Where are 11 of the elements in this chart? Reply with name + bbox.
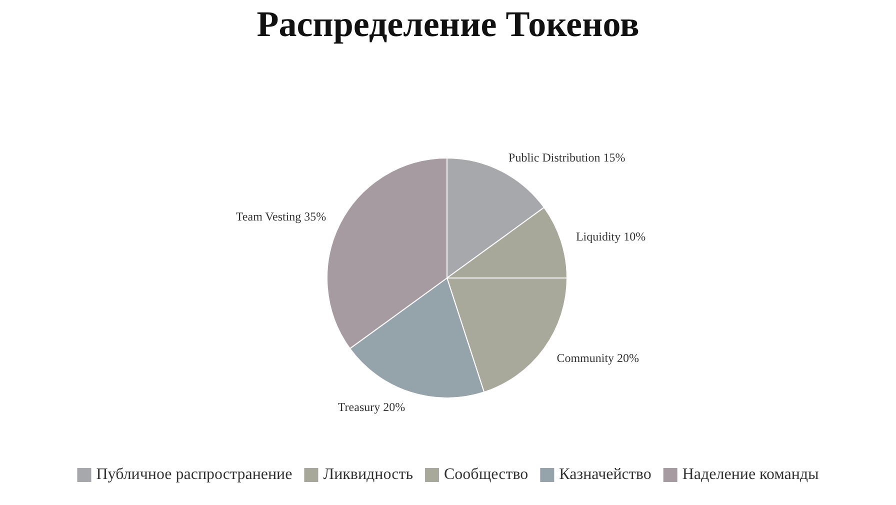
data-label: Public Distribution 15% [508,150,626,164]
legend-label: Ликвидность [323,466,414,483]
chart-title: Распределение Токенов [256,4,640,44]
legend-label: Публичное распространение [96,466,292,483]
data-label: Treasury 20% [338,400,406,414]
data-label: Liquidity 10% [576,229,646,244]
data-label: Team Vesting 35% [236,210,326,224]
data-label: Community 20% [556,350,640,365]
legend-label: Сообщество [444,466,528,483]
legend-label: Наделение команды [682,466,820,483]
legend-label: Казначейство [559,466,652,483]
